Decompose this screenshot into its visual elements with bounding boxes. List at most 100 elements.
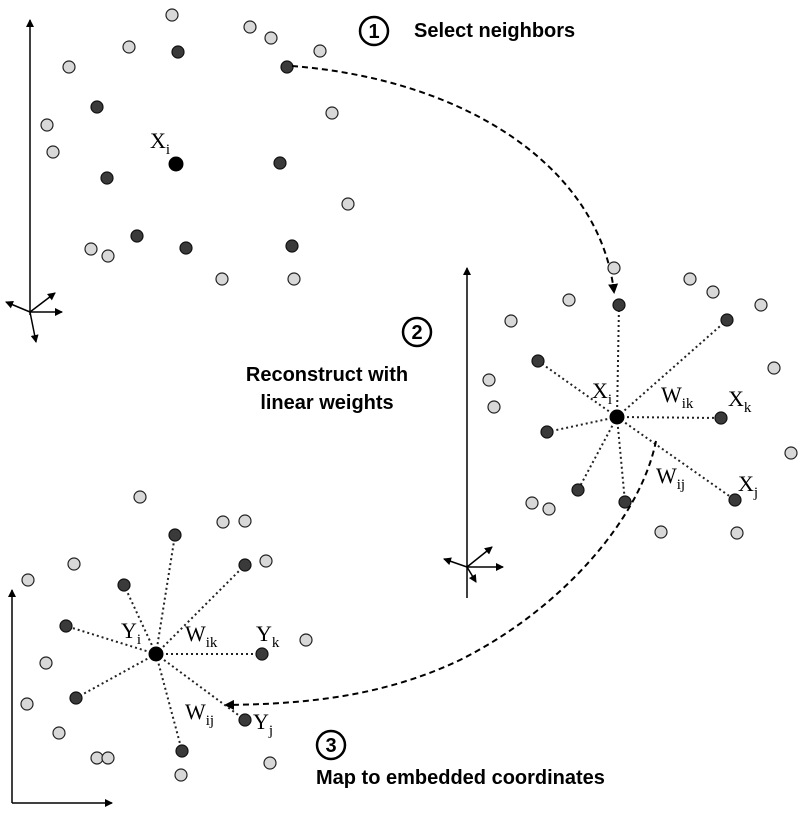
panel2-light-point <box>542 502 556 516</box>
panel3-wik-label: Wik <box>185 621 218 651</box>
panel3-neighbor-point <box>117 578 131 592</box>
panel3-light-point <box>133 490 147 504</box>
panel1-axis-y <box>29 292 56 313</box>
step3-number-circle <box>315 729 347 761</box>
panel3-weight-line <box>155 564 246 655</box>
panel2-neighbor-point <box>531 354 545 368</box>
panel2-weight-line <box>616 304 620 418</box>
step1-number-circle <box>358 15 390 47</box>
panel1-neighbor-point <box>130 229 144 243</box>
panel3-points <box>20 490 313 782</box>
panel2-light-point <box>482 373 496 387</box>
panel1-light-point <box>62 60 76 74</box>
panel2-light-point <box>730 526 744 540</box>
panel1-light-point <box>165 8 179 22</box>
panel2-neighbor-point <box>540 425 554 439</box>
panel1-axis-z <box>5 301 31 313</box>
panel1-light-point <box>101 249 115 263</box>
panel2-light-point <box>754 298 768 312</box>
panel2-xj-label: Xj <box>738 471 758 501</box>
step1: 1 Select neighbors <box>358 15 575 47</box>
panel3-center-point <box>148 646 164 662</box>
panel3-neighbor-point <box>255 647 269 661</box>
panel1-neighbor-point <box>171 45 185 59</box>
panel2-light-point <box>767 361 781 375</box>
panel1-light-point <box>264 31 278 45</box>
panel3-light-point <box>259 554 273 568</box>
step2-label-line1: Reconstruct with <box>246 364 408 386</box>
panel3-light-point <box>52 726 66 740</box>
panel2-neighbor-point <box>720 313 734 327</box>
panel2-light-point <box>706 285 720 299</box>
panel2-weight-line <box>616 416 626 503</box>
panel3-light-point <box>216 515 230 529</box>
panel3-weight-lines <box>65 534 262 752</box>
step2-number: 2 <box>411 322 422 344</box>
step2-label-line2: linear weights <box>260 392 393 414</box>
panel2-light-point <box>504 314 518 328</box>
panel1-light-point <box>313 44 327 58</box>
panel2-axis-w <box>466 566 477 583</box>
panel2-neighbor-point <box>612 298 626 312</box>
panel2-xi-label: Xi <box>592 378 612 408</box>
panel1-light-point <box>215 272 229 286</box>
step2: 2 Reconstruct with linear weights <box>246 316 433 414</box>
panel3-light-point <box>21 573 35 587</box>
panel1-neighbor-point <box>273 156 287 170</box>
panel1-light-point <box>243 20 257 34</box>
panel3-neighbor-point <box>168 528 182 542</box>
panel3-light-point <box>174 768 188 782</box>
panel3-light-point <box>299 633 313 647</box>
panel1-axis-w <box>29 311 39 343</box>
panel1-light-point <box>40 118 54 132</box>
panel1-light-point <box>84 242 98 256</box>
panel3-weight-line <box>65 625 157 655</box>
panel1-light-point <box>287 272 301 286</box>
panel2-neighbor-point <box>728 493 742 507</box>
panel3-weight-line <box>75 653 157 699</box>
flow-arrow-1 <box>291 65 619 294</box>
panel3-axes <box>8 589 113 807</box>
panel2-xk-label: Xk <box>728 386 752 416</box>
panel1-axes <box>5 19 63 343</box>
panel3-neighbor-point <box>175 744 189 758</box>
panel3-light-point <box>238 514 252 528</box>
panel3-neighbor-point <box>238 713 252 727</box>
panel3-yj-label: Yj <box>253 709 273 739</box>
panel3-yi-label: Yi <box>121 618 141 648</box>
panel2-light-point <box>683 272 697 286</box>
panel1-points <box>40 8 355 286</box>
panel3-light-point <box>101 751 115 765</box>
panel2-weight-lines <box>537 304 736 503</box>
panel3-light-point <box>90 751 104 765</box>
panel2-light-point <box>654 525 668 539</box>
panel2-weight-line <box>616 416 722 419</box>
step3: 3 Map to embedded coordinates <box>315 729 605 789</box>
panel3-neighbor-point <box>59 619 73 633</box>
panel3-light-point <box>20 697 34 711</box>
panel2-points <box>482 261 798 540</box>
panel2-wij-label: Wij <box>656 463 685 493</box>
panel2-axis-y <box>466 546 493 568</box>
panel2-light-point <box>562 293 576 307</box>
panel3-yk-label: Yk <box>256 621 280 651</box>
panel1-light-point <box>341 197 355 211</box>
step1-number: 1 <box>368 21 379 43</box>
panel2-neighbor-point <box>571 483 585 497</box>
step3-label: Map to embedded coordinates <box>316 767 605 789</box>
panel3-light-point <box>39 656 53 670</box>
panel2-neighbor-point <box>618 495 632 509</box>
flow-arrow-2 <box>224 440 657 710</box>
panel3-weight-line <box>155 653 183 752</box>
panel1-xi-label: Xi <box>150 128 170 158</box>
panel3-weight-line <box>155 653 246 721</box>
panel3-neighbor-point <box>238 558 252 572</box>
panel3-weight-line <box>155 534 176 655</box>
panel2-wik-label: Wik <box>661 382 694 412</box>
step3-number: 3 <box>325 735 336 757</box>
panel3-light-point <box>67 557 81 571</box>
panel2-neighbor-point <box>714 411 728 425</box>
panel1-neighbor-point <box>280 60 294 74</box>
panel2-axes <box>443 267 504 598</box>
